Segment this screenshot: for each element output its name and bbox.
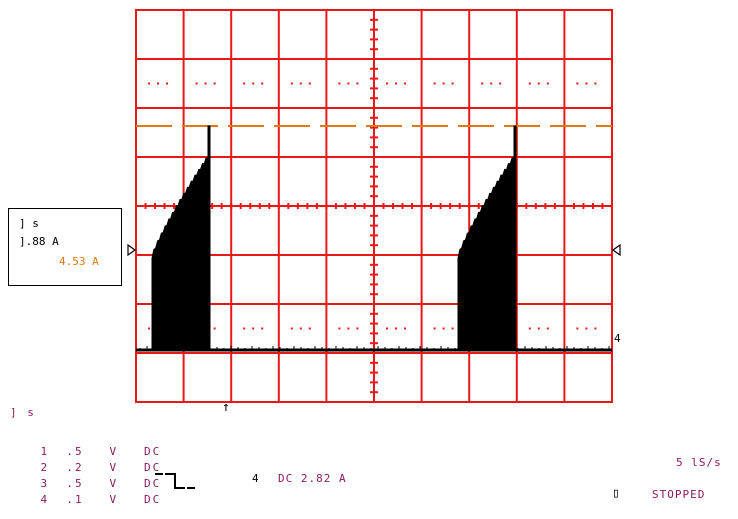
channel-unit: V xyxy=(109,477,119,490)
channel-number: 2 xyxy=(40,461,50,474)
channel-scale: .5 xyxy=(66,477,84,490)
channel-coupling: DC xyxy=(144,445,162,458)
readout-channel-b: 4.53 A xyxy=(59,255,99,268)
graticule xyxy=(135,9,613,403)
channel-row-1: 1 .5 V DC xyxy=(6,432,161,471)
channel-coupling: DC xyxy=(144,493,162,506)
readout-time: ] s xyxy=(19,217,39,230)
channel-scale: .2 xyxy=(66,461,84,474)
trigger-channel: 4 xyxy=(252,472,260,485)
channel-number: 4 xyxy=(40,493,50,506)
channel-unit: V xyxy=(109,493,119,506)
channel-unit: V xyxy=(109,445,119,458)
channel-4-ground-marker: 4 xyxy=(614,332,622,345)
channel-coupling: DC xyxy=(144,477,162,490)
trigger-edge-icon xyxy=(155,473,195,489)
channel-row-4: 4 .1 V DC xyxy=(6,480,161,519)
channel-row-2: 2 .2 V DC xyxy=(6,448,161,487)
readout-channel-a: ].88 A xyxy=(19,235,59,248)
trigger-level: DC 2.82 A xyxy=(278,472,347,485)
measurement-readout: ] s ].88 A 4.53 A xyxy=(8,208,122,286)
channel-table-header: ] s xyxy=(10,406,36,419)
run-stop-icon: ▯ xyxy=(612,486,621,501)
channel-coupling: DC xyxy=(144,461,162,474)
sample-rate: 5 lS/s xyxy=(676,456,722,469)
trigger-time-marker: ↑ xyxy=(222,400,231,415)
channel-row-3: 3 .5 V DC xyxy=(6,464,161,503)
channel-number: 1 xyxy=(40,445,50,458)
channel-markers xyxy=(127,243,621,257)
acquisition-status: STOPPED xyxy=(652,488,706,501)
channel-scale: .1 xyxy=(66,493,84,506)
channel-unit: V xyxy=(109,461,119,474)
channel-number: 3 xyxy=(40,477,50,490)
channel-scale: .5 xyxy=(66,445,84,458)
waveform-traces xyxy=(136,125,612,352)
